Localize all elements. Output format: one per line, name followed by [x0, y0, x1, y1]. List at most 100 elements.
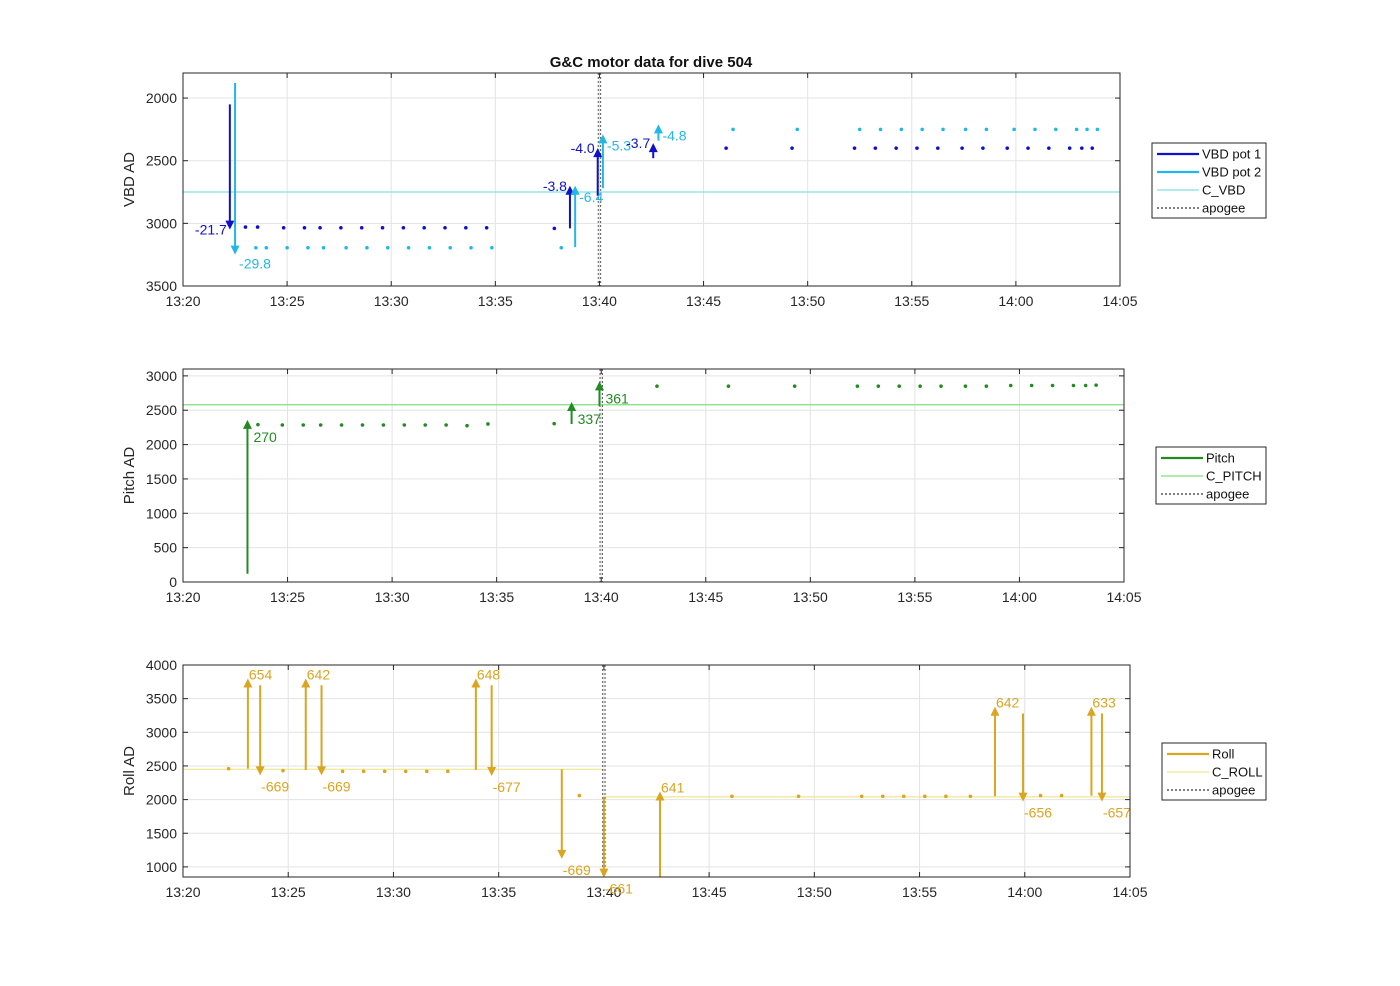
y-tick-label: 3500 [146, 278, 177, 294]
motor-move-label: -3.8 [543, 178, 567, 194]
data-point [340, 769, 345, 774]
data-point [552, 226, 557, 231]
data-point [344, 245, 348, 250]
y-tick-label: 2500 [146, 758, 177, 774]
data-point [1012, 127, 1016, 132]
x-tick-label: 13:30 [375, 589, 410, 605]
motor-move-label: -669 [261, 778, 289, 794]
data-point [963, 384, 968, 388]
x-tick-label: 13:20 [165, 293, 200, 309]
data-point [559, 245, 564, 250]
motor-move-arrowhead [487, 767, 497, 777]
y-tick-label: 500 [154, 540, 178, 556]
motor-move-arrowhead [1018, 792, 1028, 802]
y-tick-label: 2500 [146, 402, 177, 418]
data-point [446, 769, 450, 774]
data-point [730, 794, 734, 799]
x-tick-label: 13:45 [688, 589, 723, 605]
legend-label: apogee [1202, 201, 1245, 216]
x-tick-label: 14:00 [1002, 589, 1037, 605]
data-point [424, 769, 429, 774]
data-point [984, 127, 989, 132]
y-tick-label: 1000 [146, 859, 177, 875]
data-point [984, 384, 989, 388]
data-point [360, 423, 365, 427]
motor-move-label: 337 [578, 411, 602, 427]
data-point [857, 127, 862, 132]
legend-label: C_PITCH [1206, 469, 1262, 484]
panel-pitch: 13:20 13:25 13:30 13:35 13:40 13:45 13:50 13:55… [121, 368, 1267, 605]
motor-move-arrowhead [557, 849, 567, 859]
data-point [894, 146, 898, 150]
motor-move-label: 648 [477, 666, 501, 682]
motor-move-arrowhead [593, 148, 603, 158]
data-point [306, 245, 310, 250]
motor-move-arrowhead [243, 678, 253, 688]
data-point [731, 127, 735, 132]
motor-move-arrowhead [655, 791, 665, 801]
data-point [1005, 146, 1010, 150]
motor-move-arrowhead [1097, 792, 1107, 802]
data-point [1008, 383, 1013, 388]
plot-area-roll [183, 665, 1130, 877]
legend-label: C_ROLL [1212, 765, 1263, 780]
data-point [981, 146, 985, 150]
data-point [1038, 793, 1043, 798]
data-point [256, 422, 260, 427]
motor-move-label: 654 [249, 666, 273, 682]
data-point [448, 245, 453, 250]
data-point [385, 245, 390, 250]
data-point [855, 384, 860, 388]
plot-content-vbd [183, 73, 1120, 286]
x-tick-label: 13:35 [478, 293, 513, 309]
motor-move-arrowhead [598, 134, 608, 144]
data-point [1067, 146, 1072, 150]
data-point [944, 794, 948, 799]
data-point [897, 384, 902, 388]
y-axis-label-roll: Roll AD [121, 746, 138, 796]
x-tick-label: 14:00 [1007, 884, 1042, 900]
motor-move-arrowhead [570, 185, 580, 195]
data-point [1095, 127, 1100, 132]
motor-move-arrowhead [317, 766, 327, 776]
data-point [1080, 146, 1084, 150]
motor-move-label: -29.8 [239, 256, 271, 272]
x-tick-label: 13:45 [686, 293, 721, 309]
data-point [1026, 146, 1030, 150]
x-tick-label: 13:50 [793, 589, 828, 605]
motor-move-label: -3.7 [626, 135, 650, 151]
data-point [427, 245, 432, 250]
data-point [301, 423, 306, 427]
motor-move-arrowhead [594, 381, 604, 391]
data-point [1047, 146, 1051, 150]
x-tick-label: 13:30 [376, 884, 411, 900]
data-point [380, 225, 385, 230]
data-point [469, 245, 473, 250]
plot-area-pitch [183, 369, 1124, 582]
data-point [577, 793, 582, 798]
motor-move-arrowhead [567, 401, 577, 411]
motor-move-label: 642 [996, 695, 1020, 711]
data-point [406, 245, 411, 250]
data-point [1050, 383, 1055, 388]
panel-roll: 13:20 13:25 13:30 13:35 13:40 13:45 13:50 13:55… [121, 657, 1267, 900]
data-point [852, 146, 857, 150]
motor-move-label: -669 [563, 862, 591, 878]
x-tick-label: 13:35 [479, 589, 514, 605]
data-point [401, 225, 406, 230]
legend-label: VBD pot 2 [1202, 165, 1261, 180]
panel-vbd: 13:20 13:25 13:30 13:35 13:40 13:45 13:50 13:55… [121, 72, 1267, 309]
data-point [402, 423, 407, 427]
data-point [1033, 127, 1037, 132]
data-point [968, 794, 973, 799]
data-point [918, 384, 922, 388]
data-point [361, 769, 366, 774]
figure-title: G&C motor data for dive 504 [550, 54, 753, 71]
data-point [1094, 383, 1098, 387]
data-point [859, 794, 864, 799]
x-tick-label: 13:50 [790, 293, 825, 309]
y-tick-label: 2500 [146, 153, 177, 169]
data-point [490, 245, 494, 250]
data-point [939, 384, 943, 388]
